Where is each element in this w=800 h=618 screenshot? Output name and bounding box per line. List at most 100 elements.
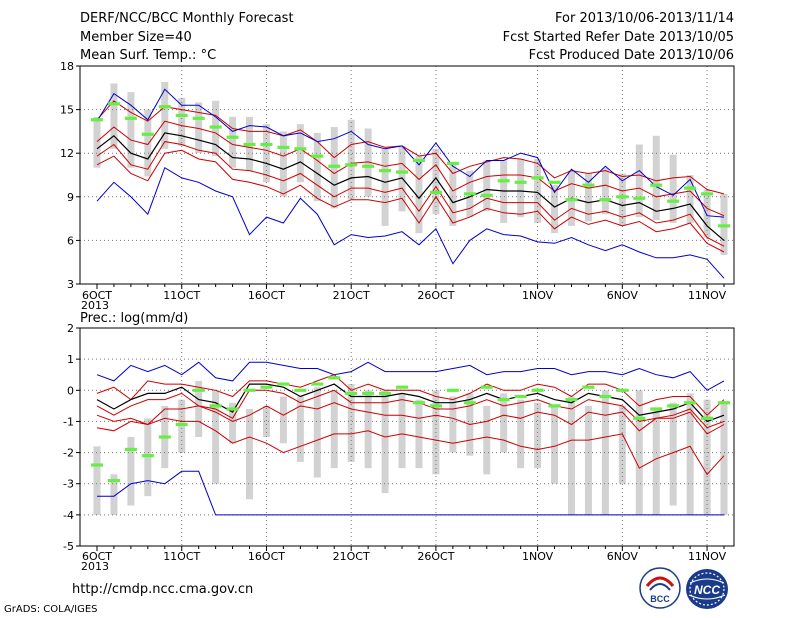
ensemble-box xyxy=(93,116,101,168)
observation-marker xyxy=(209,125,222,129)
ensemble-box xyxy=(686,175,694,223)
series-line-max xyxy=(96,166,725,279)
series-line-max xyxy=(96,361,725,391)
ensemble-box xyxy=(415,399,423,469)
ensemble-box xyxy=(347,384,355,462)
x-year-label: 2013 xyxy=(81,299,109,312)
observation-marker xyxy=(91,463,103,467)
ensemble-box xyxy=(279,131,287,197)
observation-marker xyxy=(514,180,527,184)
observation-marker xyxy=(497,179,510,183)
ensemble-box xyxy=(195,102,203,154)
ncc-logo-text: NCC xyxy=(694,583,720,597)
observation-marker xyxy=(616,388,629,392)
observation-marker xyxy=(328,376,341,380)
observation-marker xyxy=(379,391,392,395)
forecast-period-label: For 2013/10/06-2013/11/14 xyxy=(555,11,734,26)
series-line-min xyxy=(97,470,724,516)
observation-marker xyxy=(650,183,663,187)
ensemble-box xyxy=(110,83,118,149)
ensemble-box xyxy=(313,132,321,202)
chart-title: DERF/NCC/BCC Monthly Forecast xyxy=(80,11,294,26)
observation-marker xyxy=(396,385,409,389)
x-tick-label: 11OCT xyxy=(163,550,200,563)
observation-marker xyxy=(565,198,578,202)
y-tick-label: -2 xyxy=(63,447,74,460)
ensemble-box xyxy=(262,124,270,183)
observation-marker xyxy=(328,164,341,168)
observation-marker xyxy=(243,388,256,392)
ensemble-box xyxy=(381,148,389,226)
ensemble-box xyxy=(364,390,372,469)
observation-marker xyxy=(684,401,697,405)
observation-marker xyxy=(463,401,476,405)
ensemble-box xyxy=(415,156,423,234)
observation-marker xyxy=(684,186,697,190)
ensemble-box xyxy=(262,405,270,437)
ensemble-box xyxy=(432,148,440,215)
y-tick-label: 18 xyxy=(60,60,74,73)
ensemble-box xyxy=(246,408,254,500)
observation-marker xyxy=(616,195,629,199)
observation-marker xyxy=(446,161,459,165)
observation-marker xyxy=(718,401,730,405)
ensemble-box xyxy=(195,380,203,437)
observation-marker xyxy=(701,192,714,196)
observation-marker xyxy=(531,176,544,180)
observation-marker xyxy=(412,401,425,405)
observation-marker xyxy=(429,190,442,195)
ensemble-box xyxy=(178,97,186,146)
observation-marker xyxy=(175,422,188,427)
y-tick-label: 15 xyxy=(60,104,74,117)
ensemble-box xyxy=(652,135,660,221)
series-line-lower xyxy=(96,417,725,476)
x-tick-label: 16OCT xyxy=(248,289,285,302)
ensemble-box xyxy=(517,399,525,469)
observation-marker xyxy=(412,158,425,163)
observation-marker xyxy=(260,385,273,389)
observation-marker xyxy=(277,382,290,386)
series-line-lower_sd xyxy=(96,389,725,429)
ensemble-box xyxy=(567,396,575,515)
observation-marker xyxy=(599,198,612,202)
observation-marker xyxy=(294,388,307,392)
y-tick-label: 0 xyxy=(67,384,74,397)
grads-credit: GrADS: COLA/IGES xyxy=(4,604,98,615)
x-tick-label: 11OCT xyxy=(163,289,200,302)
y-tick-label: -5 xyxy=(63,540,74,553)
x-tick-label: 21OCT xyxy=(333,289,370,302)
ensemble-box xyxy=(449,164,457,226)
observation-marker xyxy=(701,416,714,420)
plot-frame xyxy=(79,65,735,285)
y-tick-label: -3 xyxy=(63,478,74,491)
observation-marker xyxy=(582,385,595,389)
ensemble-box xyxy=(313,387,321,478)
x-tick-label: 21OCT xyxy=(333,550,370,563)
observation-marker xyxy=(565,398,578,402)
y-tick-label: 1 xyxy=(67,353,74,366)
observation-marker xyxy=(107,102,120,106)
ensemble-box xyxy=(296,396,304,462)
observation-marker xyxy=(446,388,459,392)
observation-marker xyxy=(192,388,205,392)
ensemble-box xyxy=(144,109,152,177)
observation-marker xyxy=(633,196,646,200)
series-line-lower xyxy=(96,149,725,253)
chart-panel-1: 3 6 9 12 15 18 6OCT 11OCT 16OCT 21OCT 26OCT 1NOV 6NO… xyxy=(60,60,735,312)
y-tick-label: 6 xyxy=(67,234,74,247)
ncc-logo-icon: NCC xyxy=(686,569,728,609)
ensemble-box xyxy=(703,189,711,238)
observation-marker xyxy=(396,170,409,174)
observation-marker xyxy=(599,394,612,399)
observation-marker xyxy=(548,180,561,184)
plot-frame xyxy=(79,327,735,547)
bcc-logo-text: BCC xyxy=(650,594,670,604)
observation-marker xyxy=(226,135,239,139)
observation-marker xyxy=(531,388,544,392)
observation-marker xyxy=(260,142,273,147)
x-year-label: 2013 xyxy=(81,560,109,573)
ensemble-box xyxy=(551,185,559,234)
observation-marker xyxy=(650,407,663,411)
